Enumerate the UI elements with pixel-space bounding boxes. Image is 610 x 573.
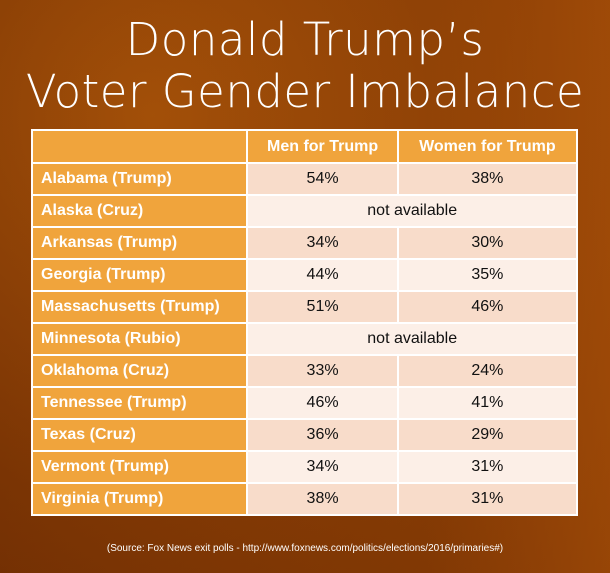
table-body: Alabama (Trump) 54% 38% Alaska (Cruz) not av…: [30, 162, 579, 516]
men-value-cell: 36%: [246, 418, 399, 452]
state-cell: Vermont (Trump): [30, 450, 249, 484]
men-value-cell: 34%: [246, 226, 399, 260]
state-cell: Oklahoma (Cruz): [30, 354, 249, 388]
table-row: Virginia (Trump) 38% 31%: [30, 482, 579, 516]
header-women: Women for Trump: [396, 129, 579, 164]
women-value-cell: 35%: [396, 258, 579, 292]
not-available-cell: not available: [246, 322, 578, 356]
men-value-cell: 54%: [246, 162, 399, 196]
chart-title: Donald Trump’s Voter Gender Imbalance: [0, 14, 610, 118]
table-row: Oklahoma (Cruz) 33% 24%: [30, 354, 579, 388]
title-line-2: Voter Gender Imbalance: [25, 65, 585, 118]
women-value-cell: 29%: [396, 418, 579, 452]
table-row: Tennessee (Trump) 46% 41%: [30, 386, 579, 420]
men-value-cell: 33%: [246, 354, 399, 388]
women-value-cell: 31%: [396, 482, 579, 516]
men-value-cell: 34%: [246, 450, 399, 484]
men-value-cell: 46%: [246, 386, 399, 420]
source-note: (Source: Fox News exit polls - http://ww…: [106, 543, 504, 554]
table-row: Alaska (Cruz) not available: [30, 194, 578, 228]
state-cell: Alaska (Cruz): [30, 194, 249, 228]
table-row: Georgia (Trump) 44% 35%: [30, 258, 579, 292]
women-value-cell: 24%: [396, 354, 579, 388]
state-cell: Arkansas (Trump): [30, 226, 249, 260]
header-men: Men for Trump: [246, 129, 399, 164]
not-available-cell: not available: [246, 194, 578, 228]
table-row: Arkansas (Trump) 34% 30%: [30, 226, 579, 260]
results-table: Men for Trump Women for Trump Alabama (T…: [30, 129, 579, 516]
women-value-cell: 46%: [396, 290, 579, 324]
state-cell: Massachusetts (Trump): [30, 290, 249, 324]
title-line-1: Donald Trump’s: [125, 13, 485, 66]
men-value-cell: 51%: [246, 290, 399, 324]
table-row: Minnesota (Rubio) not available: [30, 322, 578, 356]
table-row: Alabama (Trump) 54% 38%: [30, 162, 579, 196]
state-cell: Texas (Cruz): [30, 418, 249, 452]
men-value-cell: 44%: [246, 258, 399, 292]
state-cell: Alabama (Trump): [30, 162, 249, 196]
header-corner: [30, 129, 249, 164]
table-row: Vermont (Trump) 34% 31%: [30, 450, 579, 484]
table-row: Massachusetts (Trump) 51% 46%: [30, 290, 579, 324]
header-row: Men for Trump Women for Trump: [30, 129, 579, 164]
women-value-cell: 30%: [396, 226, 579, 260]
table-row: Texas (Cruz) 36% 29%: [30, 418, 579, 452]
state-cell: Virginia (Trump): [30, 482, 249, 516]
women-value-cell: 41%: [396, 386, 579, 420]
women-value-cell: 38%: [396, 162, 579, 196]
women-value-cell: 31%: [396, 450, 579, 484]
state-cell: Georgia (Trump): [30, 258, 249, 292]
state-cell: Tennessee (Trump): [30, 386, 249, 420]
men-value-cell: 38%: [246, 482, 399, 516]
state-cell: Minnesota (Rubio): [30, 322, 249, 356]
